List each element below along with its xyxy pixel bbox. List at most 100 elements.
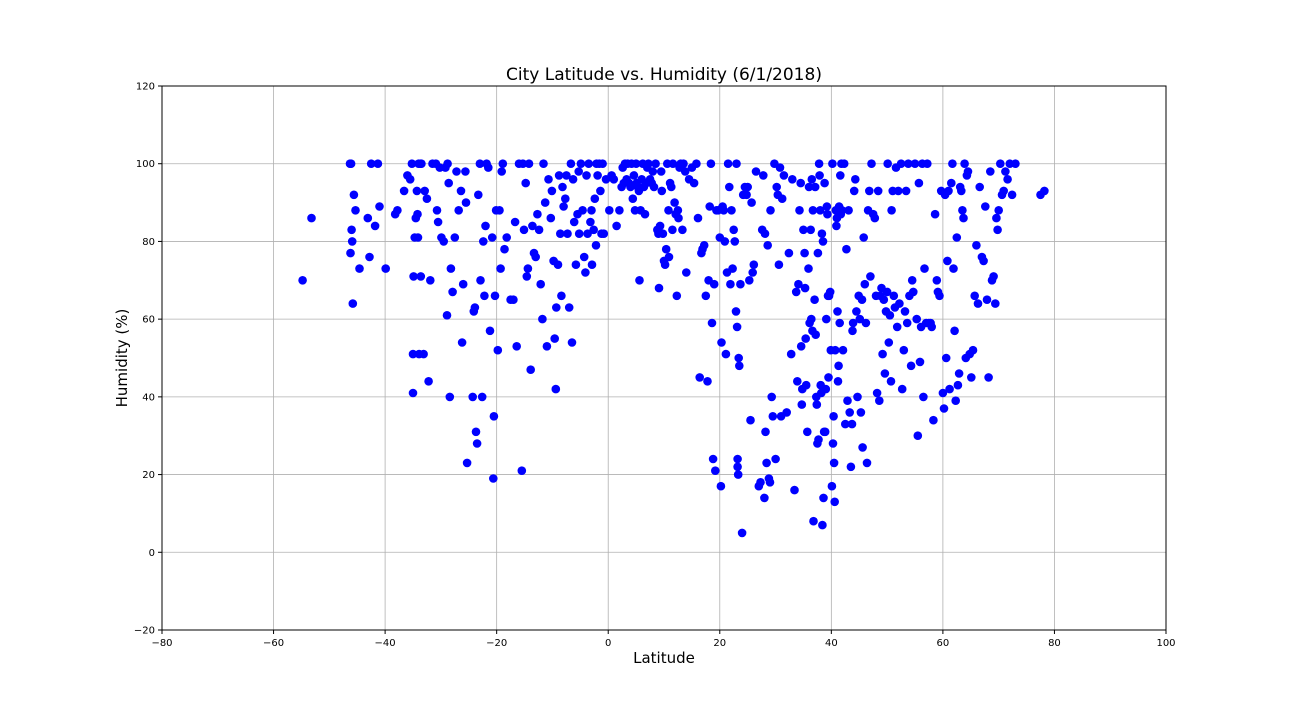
x-axis-label: Latitude — [633, 649, 695, 667]
data-point — [442, 311, 452, 320]
data-point — [748, 268, 757, 277]
data-point — [651, 159, 660, 168]
data-point — [834, 361, 843, 371]
data-point — [894, 186, 903, 196]
data-point — [735, 361, 744, 371]
data-point — [475, 159, 485, 168]
data-point — [829, 458, 839, 468]
data-point — [628, 194, 638, 203]
data-point — [660, 260, 670, 270]
data-point — [717, 338, 726, 347]
data-point — [462, 458, 472, 468]
data-point — [1007, 190, 1017, 200]
data-point — [732, 322, 742, 332]
data-point — [865, 186, 874, 196]
data-point — [822, 314, 831, 324]
data-point — [720, 237, 730, 246]
data-point — [947, 178, 956, 188]
data-point — [471, 427, 481, 437]
data-point — [678, 225, 687, 235]
data-point — [948, 159, 957, 168]
data-point — [517, 466, 527, 476]
chart-title: City Latitude vs. Humidity (6/1/2018) — [506, 65, 822, 85]
data-point — [771, 454, 780, 464]
data-point — [412, 186, 422, 196]
data-point — [957, 186, 966, 196]
data-point — [803, 427, 812, 437]
data-point — [596, 186, 605, 196]
data-point — [578, 206, 587, 215]
data-point — [880, 369, 890, 378]
data-point — [902, 318, 912, 328]
data-point — [968, 345, 978, 355]
data-point — [914, 178, 924, 188]
data-point — [519, 225, 529, 235]
data-point — [479, 237, 488, 246]
data-point — [801, 380, 811, 390]
data-point — [756, 478, 765, 487]
data-point — [835, 318, 844, 328]
data-point — [828, 159, 837, 168]
data-point — [736, 279, 745, 289]
data-point — [806, 225, 815, 235]
data-point — [615, 206, 624, 215]
data-point — [839, 159, 849, 168]
data-point — [830, 345, 840, 355]
data-point — [721, 349, 731, 359]
data-point — [801, 334, 810, 343]
data-point — [760, 229, 770, 238]
data-point — [919, 392, 928, 402]
data-point — [495, 206, 504, 215]
data-point — [953, 380, 963, 390]
data-point — [824, 373, 833, 382]
data-point — [658, 229, 668, 238]
data-point — [815, 171, 824, 180]
data-point — [408, 349, 418, 359]
data-point — [461, 167, 470, 176]
data-point — [629, 171, 639, 180]
data-point — [932, 276, 942, 285]
data-point — [906, 361, 916, 371]
data-point — [818, 520, 827, 530]
data-point — [892, 322, 902, 332]
data-point — [799, 225, 808, 235]
data-point — [751, 167, 761, 176]
data-point — [731, 307, 741, 316]
data-point — [823, 209, 832, 219]
data-point — [859, 233, 868, 242]
data-point — [959, 213, 968, 223]
data-point — [811, 330, 820, 340]
data-point — [873, 186, 883, 196]
x-tick-label: 20 — [713, 638, 726, 649]
data-point — [649, 182, 659, 192]
data-point — [981, 202, 990, 211]
data-point — [419, 349, 428, 359]
data-point — [904, 159, 913, 168]
data-point — [452, 167, 461, 176]
data-point — [747, 198, 756, 207]
data-point — [407, 159, 417, 168]
data-point — [485, 326, 495, 336]
data-point — [476, 276, 485, 285]
data-point — [886, 377, 896, 386]
data-point — [884, 338, 894, 347]
data-point — [878, 349, 887, 359]
data-point — [692, 159, 701, 168]
data-point — [416, 272, 426, 281]
data-point — [518, 159, 528, 168]
data-point — [679, 159, 688, 168]
data-point — [951, 396, 960, 406]
data-point — [846, 462, 856, 472]
data-point — [852, 307, 861, 316]
data-point — [737, 528, 747, 538]
data-point — [458, 279, 468, 289]
data-point — [989, 272, 998, 281]
x-tick-label: 60 — [937, 638, 950, 649]
data-point — [373, 159, 383, 168]
data-point — [589, 225, 598, 235]
data-point — [654, 283, 664, 293]
data-point — [766, 206, 775, 215]
data-point — [556, 229, 565, 238]
data-point — [762, 458, 771, 468]
data-point — [841, 419, 850, 429]
